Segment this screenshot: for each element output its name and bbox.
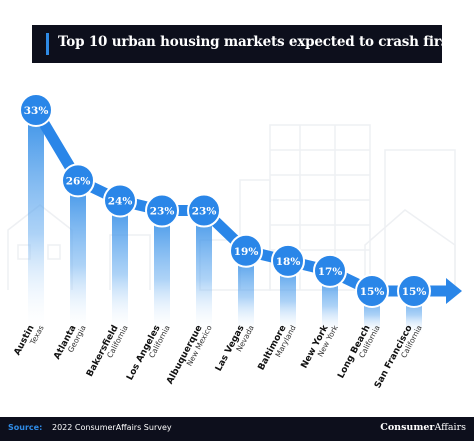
brand-regular: Affairs	[434, 422, 466, 433]
value-label-las-vegas: 19%	[234, 246, 259, 258]
value-label-long-beach: 15%	[360, 286, 385, 298]
point-long-beach	[355, 274, 389, 308]
points-group: 33% 26% 24% 23% 23% 19% 18% 17% 15% 15%	[19, 93, 431, 308]
chart-title: Top 10 urban housing markets expected to…	[58, 34, 455, 50]
trend-arrow-head	[446, 278, 462, 304]
bar-atlanta	[70, 180, 86, 335]
bar-bakersfield	[112, 200, 128, 335]
value-label-bakersfield: 24%	[108, 196, 133, 208]
value-label-new-york: 17%	[318, 266, 343, 278]
point-los-angeles	[145, 193, 179, 228]
bar-albuquerque	[196, 210, 212, 335]
brand-bold: Consumer	[380, 422, 435, 433]
point-albuquerque	[187, 193, 221, 228]
source-label: Source:	[8, 423, 43, 432]
bar-los-angeles	[154, 210, 170, 335]
value-label-san-francisco: 15%	[402, 286, 427, 298]
point-new-york	[313, 253, 347, 288]
value-label-albuquerque: 23%	[192, 206, 217, 218]
bar-baltimore	[280, 260, 296, 335]
title-accent	[46, 33, 49, 55]
bar-las-vegas	[238, 250, 254, 335]
point-baltimore	[271, 243, 305, 278]
title-bar: Top 10 urban housing markets expected to…	[32, 25, 454, 63]
point-san-francisco	[397, 274, 431, 308]
source-text: 2022 ConsumerAffairs Survey	[52, 423, 172, 432]
value-label-atlanta: 26%	[66, 175, 91, 187]
point-austin	[19, 93, 53, 127]
point-bakersfield	[103, 183, 137, 218]
footer-bar: Source: 2022 ConsumerAffairs Survey Cons…	[0, 417, 474, 441]
bar-austin	[28, 110, 44, 335]
point-atlanta	[61, 163, 95, 198]
value-label-baltimore: 18%	[276, 256, 301, 268]
brand-logo: ConsumerAffairs	[380, 422, 466, 433]
value-label-los-angeles: 23%	[150, 206, 175, 218]
value-label-austin: 33%	[24, 105, 49, 117]
point-las-vegas	[229, 233, 263, 268]
